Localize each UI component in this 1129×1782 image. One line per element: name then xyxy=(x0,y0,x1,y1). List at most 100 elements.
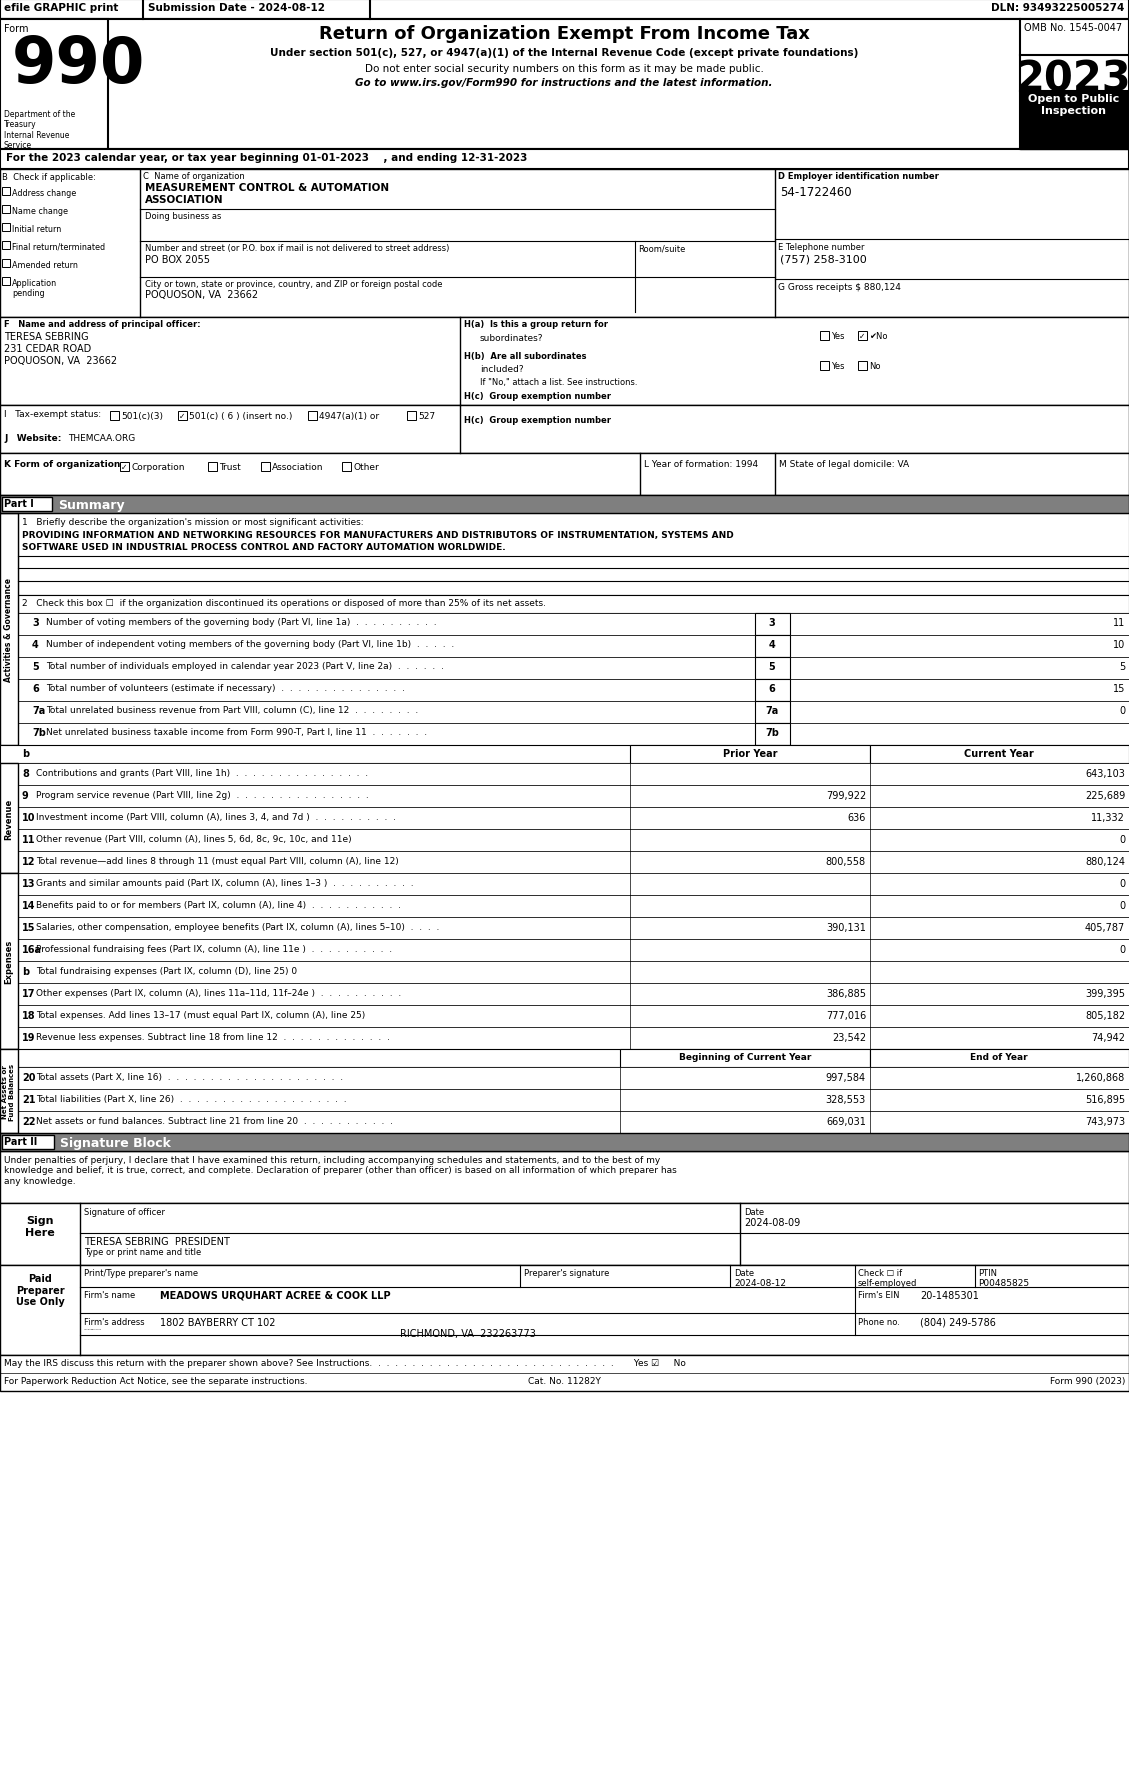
Text: 10: 10 xyxy=(1113,640,1124,650)
Text: 23,542: 23,542 xyxy=(832,1032,866,1042)
Text: 7b: 7b xyxy=(32,727,46,738)
Text: Prior Year: Prior Year xyxy=(723,748,777,759)
Bar xyxy=(0,169,1129,317)
Bar xyxy=(18,962,1129,984)
Text: City or town, state or province, country, and ZIP or foreign postal code: City or town, state or province, country… xyxy=(145,280,443,289)
Text: 516,895: 516,895 xyxy=(1085,1094,1124,1105)
Text: 11: 11 xyxy=(21,834,35,845)
Bar xyxy=(0,873,18,1050)
Text: Go to www.irs.gov/Form990 for instructions and the latest information.: Go to www.irs.gov/Form990 for instructio… xyxy=(356,78,772,87)
Bar xyxy=(18,918,1129,939)
Bar xyxy=(120,463,129,472)
Text: If "No," attach a list. See instructions.: If "No," attach a list. See instructions… xyxy=(480,378,638,387)
Text: ✓: ✓ xyxy=(121,463,128,472)
Text: 16a: 16a xyxy=(21,944,42,955)
Bar xyxy=(0,317,1129,406)
Text: Trust: Trust xyxy=(219,463,240,472)
Text: 74,942: 74,942 xyxy=(1091,1032,1124,1042)
Bar xyxy=(858,362,867,371)
Bar xyxy=(620,1050,870,1067)
Bar xyxy=(0,0,1129,20)
Text: End of Year: End of Year xyxy=(970,1053,1027,1062)
Text: Name change: Name change xyxy=(12,207,68,216)
Text: ✓: ✓ xyxy=(180,412,185,421)
Text: Part II: Part II xyxy=(5,1137,37,1146)
Bar xyxy=(755,613,790,636)
Text: 0: 0 xyxy=(1119,879,1124,889)
Bar xyxy=(342,463,351,472)
Text: 12: 12 xyxy=(21,857,35,866)
Text: 20: 20 xyxy=(21,1073,35,1082)
Text: Activities & Governance: Activities & Governance xyxy=(5,577,14,683)
Text: Department of the
Treasury
Internal Revenue
Service: Department of the Treasury Internal Reve… xyxy=(5,110,76,150)
Text: 800,558: 800,558 xyxy=(826,857,866,866)
Text: (757) 258-3100: (757) 258-3100 xyxy=(780,255,867,266)
Text: C  Name of organization: C Name of organization xyxy=(143,171,245,182)
Bar xyxy=(208,463,217,472)
Text: 5: 5 xyxy=(769,661,776,672)
Bar xyxy=(18,595,1129,613)
Text: Other expenses (Part IX, column (A), lines 11a–11d, 11f–24e )  .  .  .  .  .  . : Other expenses (Part IX, column (A), lin… xyxy=(36,989,401,998)
Bar xyxy=(18,1005,1129,1028)
Text: 805,182: 805,182 xyxy=(1085,1010,1124,1021)
Text: Total unrelated business revenue from Part VIII, column (C), line 12  .  .  .  .: Total unrelated business revenue from Pa… xyxy=(46,706,418,715)
Text: Total expenses. Add lines 13–17 (must equal Part IX, column (A), line 25): Total expenses. Add lines 13–17 (must eq… xyxy=(36,1010,366,1019)
Text: Date: Date xyxy=(744,1208,764,1217)
Text: 225,689: 225,689 xyxy=(1085,791,1124,800)
Text: POQUOSON, VA  23662: POQUOSON, VA 23662 xyxy=(145,290,259,299)
Bar xyxy=(2,497,52,511)
Bar xyxy=(1019,93,1129,150)
Bar xyxy=(18,786,1129,807)
Text: Type or print name and title: Type or print name and title xyxy=(84,1247,201,1256)
Text: Form 990 (2023): Form 990 (2023) xyxy=(1050,1376,1124,1385)
Text: 2024-08-12: 2024-08-12 xyxy=(734,1278,786,1287)
Text: Salaries, other compensation, employee benefits (Part IX, column (A), lines 5–10: Salaries, other compensation, employee b… xyxy=(36,923,439,932)
Bar xyxy=(18,939,1129,962)
Text: Benefits paid to or for members (Part IX, column (A), line 4)  .  .  .  .  .  . : Benefits paid to or for members (Part IX… xyxy=(36,900,401,909)
Text: Doing business as: Doing business as xyxy=(145,212,221,221)
Text: 0: 0 xyxy=(1119,900,1124,911)
Text: F   Name and address of principal officer:: F Name and address of principal officer: xyxy=(5,319,201,330)
Bar xyxy=(178,412,187,421)
Text: Total assets (Part X, line 16)  .  .  .  .  .  .  .  .  .  .  .  .  .  .  .  .  : Total assets (Part X, line 16) . . . . .… xyxy=(36,1073,343,1082)
Bar xyxy=(18,1067,1129,1089)
Bar xyxy=(18,830,1129,852)
Text: 5: 5 xyxy=(1119,661,1124,672)
Text: Part I: Part I xyxy=(5,499,34,508)
Bar xyxy=(2,187,10,196)
Text: Print/Type preparer's name: Print/Type preparer's name xyxy=(84,1269,198,1278)
Text: (804) 249-5786: (804) 249-5786 xyxy=(920,1317,996,1328)
Text: Do not enter social security numbers on this form as it may be made public.: Do not enter social security numbers on … xyxy=(365,64,763,75)
Text: No: No xyxy=(869,362,881,371)
Text: 11,332: 11,332 xyxy=(1091,813,1124,823)
Text: Net Assets or
Fund Balances: Net Assets or Fund Balances xyxy=(2,1062,16,1119)
Text: 7b: 7b xyxy=(765,727,779,738)
Text: 0: 0 xyxy=(1119,834,1124,845)
Text: L Year of formation: 1994: L Year of formation: 1994 xyxy=(644,460,759,469)
Text: ✔No: ✔No xyxy=(869,331,887,340)
Text: 10: 10 xyxy=(21,813,35,823)
Text: 19: 19 xyxy=(21,1032,35,1042)
Text: efile GRAPHIC print: efile GRAPHIC print xyxy=(5,4,119,12)
Text: Preparer's signature: Preparer's signature xyxy=(524,1269,610,1278)
Bar xyxy=(2,278,10,285)
Text: 20-1485301: 20-1485301 xyxy=(920,1290,979,1301)
Text: MEASUREMENT CONTROL & AUTOMATION: MEASUREMENT CONTROL & AUTOMATION xyxy=(145,184,390,192)
Text: Current Year: Current Year xyxy=(964,748,1034,759)
Text: 3: 3 xyxy=(32,618,38,627)
Bar xyxy=(18,807,1129,830)
Bar xyxy=(0,150,1129,169)
Text: MEADOWS URQUHART ACREE & COOK LLP: MEADOWS URQUHART ACREE & COOK LLP xyxy=(160,1290,391,1301)
Bar xyxy=(0,1151,1129,1203)
Text: 386,885: 386,885 xyxy=(826,989,866,998)
Text: J   Website:: J Website: xyxy=(5,433,61,442)
Text: Firm's name: Firm's name xyxy=(84,1290,135,1299)
Bar xyxy=(18,896,1129,918)
Bar xyxy=(0,763,18,873)
Text: 22: 22 xyxy=(21,1116,35,1126)
Text: M State of legal domicile: VA: M State of legal domicile: VA xyxy=(779,460,909,469)
Text: Sign
Here: Sign Here xyxy=(25,1215,55,1237)
Text: Yes: Yes xyxy=(831,331,844,340)
Text: 2024-08-09: 2024-08-09 xyxy=(744,1217,800,1228)
Text: For Paperwork Reduction Act Notice, see the separate instructions.: For Paperwork Reduction Act Notice, see … xyxy=(5,1376,307,1385)
